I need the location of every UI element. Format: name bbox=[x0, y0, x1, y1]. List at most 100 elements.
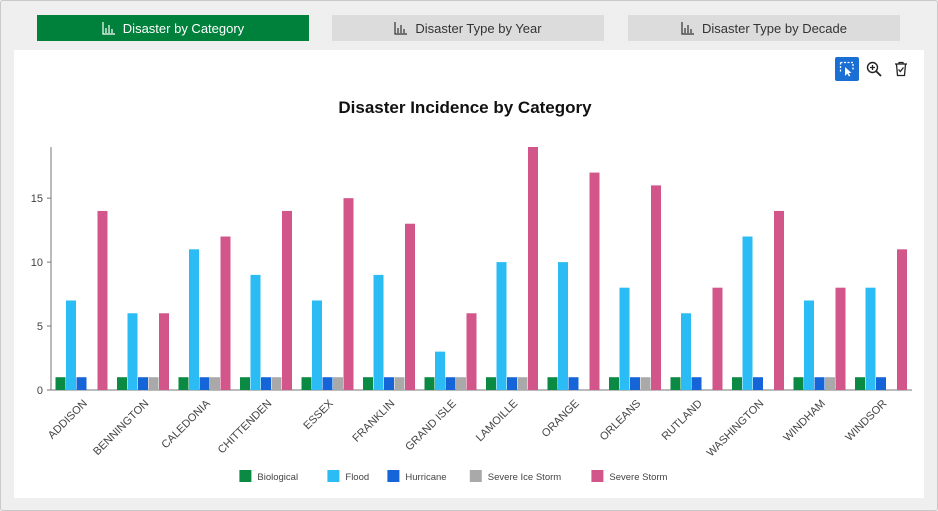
legend-label: Biological bbox=[257, 472, 298, 483]
bar-biological bbox=[424, 377, 435, 390]
bar-biological bbox=[240, 377, 250, 390]
legend-label: Flood bbox=[345, 472, 369, 483]
bar-severe-ice-storm bbox=[456, 377, 466, 390]
select-cursor-icon bbox=[839, 61, 854, 77]
bar-flood bbox=[681, 313, 691, 390]
bar-flood bbox=[435, 351, 445, 390]
tab-disaster-by-category[interactable]: Disaster by Category bbox=[37, 15, 309, 41]
y-tick-label: 0 bbox=[37, 385, 43, 397]
bar-hurricane bbox=[691, 377, 702, 390]
bar-severe-storm bbox=[220, 236, 231, 390]
bar-severe-ice-storm bbox=[517, 377, 528, 390]
x-tick-label: CALEDONIA bbox=[159, 397, 213, 451]
x-tick-label: GRAND ISLE bbox=[403, 398, 459, 454]
bar-hurricane bbox=[76, 377, 87, 390]
bar-biological bbox=[178, 377, 189, 390]
bar-severe-storm bbox=[589, 172, 600, 390]
bar-biological bbox=[732, 377, 742, 390]
bar-severe-storm bbox=[405, 223, 415, 390]
legend-swatch bbox=[591, 470, 604, 482]
tab-label: Disaster Type by Decade bbox=[702, 20, 847, 36]
bar-flood bbox=[250, 274, 261, 390]
tab-disaster-type-by-decade[interactable]: Disaster Type by Decade bbox=[628, 15, 900, 41]
y-tick-label: 10 bbox=[31, 257, 43, 269]
bar-severe-ice-storm bbox=[148, 377, 159, 390]
bar-biological bbox=[547, 377, 558, 390]
bar-severe-ice-storm bbox=[640, 377, 651, 390]
bar-flood bbox=[66, 300, 76, 390]
bar-hurricane bbox=[876, 377, 886, 390]
bar-hurricane bbox=[568, 377, 579, 390]
bar-chart-icon bbox=[394, 21, 408, 35]
bar-biological bbox=[301, 377, 312, 390]
y-tick-label: 15 bbox=[31, 193, 43, 205]
bar-severe-storm bbox=[282, 210, 292, 390]
x-tick-label: ORANGE bbox=[540, 398, 582, 440]
bar-severe-storm bbox=[343, 198, 354, 390]
x-tick-label: WINDHAM bbox=[781, 398, 828, 445]
bar-hurricane bbox=[199, 377, 210, 390]
x-tick-label: LAMOILLE bbox=[474, 398, 521, 445]
bar-chart-icon bbox=[102, 21, 115, 35]
tab-label: Disaster by Category bbox=[122, 20, 245, 36]
bar-chart-icon bbox=[681, 21, 694, 35]
bar-hurricane bbox=[384, 377, 394, 390]
bar-severe-ice-storm bbox=[210, 377, 220, 390]
legend-label: Severe Storm bbox=[609, 472, 667, 483]
legend-swatch bbox=[327, 470, 340, 482]
bar-severe-storm bbox=[897, 249, 907, 390]
bar-severe-ice-storm bbox=[394, 377, 405, 390]
bar-hurricane bbox=[814, 377, 825, 390]
bar-biological bbox=[363, 377, 373, 390]
bar-flood bbox=[619, 287, 630, 390]
x-tick-label: CHITTENDEN bbox=[216, 398, 275, 457]
bar-hurricane bbox=[138, 377, 148, 390]
bar-severe-storm bbox=[835, 287, 846, 390]
legend-label: Hurricane bbox=[405, 472, 446, 483]
bar-biological bbox=[55, 377, 66, 390]
x-tick-label: ESSEX bbox=[301, 397, 336, 432]
bar-severe-ice-storm bbox=[271, 377, 282, 390]
bar-severe-storm bbox=[651, 185, 661, 390]
zoom-tool-button[interactable] bbox=[862, 57, 886, 81]
x-tick-label: BENNINGTON bbox=[91, 398, 151, 458]
tab-disaster-type-by-year[interactable]: Disaster Type by Year bbox=[332, 15, 604, 41]
bar-severe-storm bbox=[159, 313, 169, 390]
bar-biological bbox=[609, 377, 619, 390]
bar-hurricane bbox=[753, 377, 763, 390]
clear-selection-icon bbox=[895, 61, 907, 77]
bar-flood bbox=[312, 300, 322, 390]
bar-severe-ice-storm bbox=[333, 377, 343, 390]
chart-panel: Disaster Incidence by Category 0 5 10 15 ADDI… bbox=[14, 50, 924, 498]
x-tick-label: ADDISON bbox=[46, 398, 90, 442]
bar-biological bbox=[117, 377, 127, 390]
bar-biological bbox=[670, 377, 681, 390]
bar-biological bbox=[486, 377, 496, 390]
bar-biological bbox=[855, 377, 865, 390]
y-tick-label: 5 bbox=[37, 321, 43, 333]
bar-flood bbox=[804, 300, 814, 390]
bar-hurricane bbox=[322, 377, 333, 390]
bar-hurricane bbox=[261, 377, 271, 390]
zoom-in-icon bbox=[866, 61, 882, 77]
x-tick-label: WASHINGTON bbox=[705, 398, 767, 460]
bar-severe-storm bbox=[712, 287, 723, 390]
chart-title: Disaster Incidence by Category bbox=[338, 98, 592, 117]
bar-hurricane bbox=[507, 377, 517, 390]
clear-selection-button[interactable] bbox=[889, 57, 913, 81]
select-tool-button[interactable] bbox=[835, 57, 859, 81]
bar-flood bbox=[742, 236, 753, 390]
bar-severe-storm bbox=[774, 210, 784, 390]
legend-label: Severe Ice Storm bbox=[488, 472, 561, 483]
bar-flood bbox=[865, 287, 876, 390]
legend-swatch bbox=[387, 470, 400, 482]
bar-severe-ice-storm bbox=[825, 377, 835, 390]
bar-flood bbox=[127, 313, 138, 390]
legend-swatch bbox=[239, 470, 252, 482]
x-tick-label: RUTLAND bbox=[660, 398, 705, 443]
tab-label: Disaster Type by Year bbox=[415, 20, 542, 36]
x-tick-label: ORLEANS bbox=[598, 398, 644, 444]
bar-flood bbox=[496, 262, 507, 390]
x-tick-label: FRANKLIN bbox=[350, 398, 397, 445]
